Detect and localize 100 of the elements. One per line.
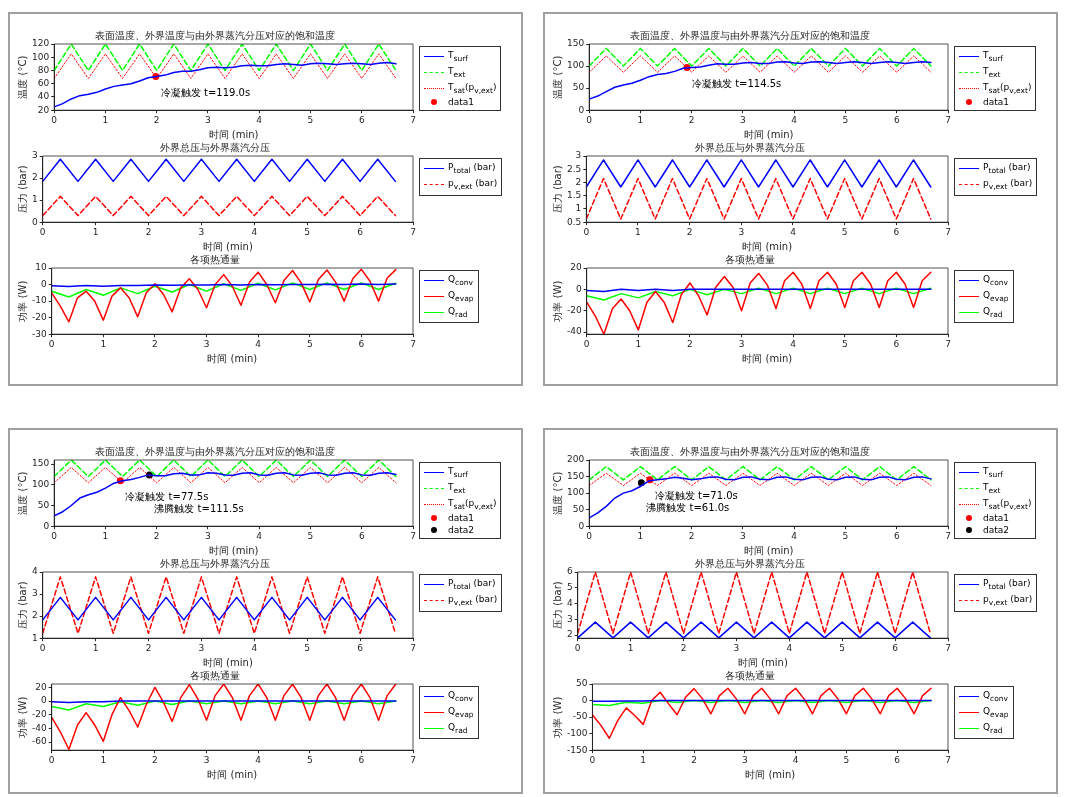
annotation: 沸腾触发 t=111.5s: [154, 503, 244, 515]
x-tick-label: 3: [203, 338, 210, 349]
chart-title: 表面温度、外界温度与由外界蒸汽分压对应的饱和温度: [629, 445, 870, 457]
x-tick-label: 6: [358, 530, 365, 541]
x-tick-label: 6: [357, 642, 364, 653]
y-tick-label: 2: [31, 172, 38, 183]
legend-label: Q$_{rad}$: [448, 720, 468, 737]
legend-label: T$_{sat}$(p$_{v,ext}$): [448, 80, 497, 97]
y-tick-label: 150: [566, 470, 585, 481]
x-tick-label: 3: [198, 226, 205, 237]
y-axis-title: 温度 (°C): [551, 471, 563, 515]
x-tick-label: 1: [100, 754, 107, 765]
x-tick-label: 7: [945, 114, 951, 125]
x-tick-label: 2: [145, 226, 152, 237]
y-axis-title: 温度 (°C): [551, 55, 563, 99]
y-tick-label: 3: [575, 150, 582, 161]
x-tick-label: 2: [688, 530, 695, 541]
chart-title: 各项热通量: [189, 669, 240, 681]
legend-label: data1: [983, 512, 1009, 525]
x-tick-label: 6: [892, 642, 899, 653]
y-tick-label: 1: [31, 632, 38, 643]
x-tick-label: 3: [733, 642, 740, 653]
legend-label: T$_{surf}$: [983, 465, 1003, 481]
x-tick-label: 3: [741, 754, 748, 765]
y-tick-label: 100: [566, 60, 585, 71]
legend-label: data1: [448, 512, 474, 525]
legend-label: p$_{v,ext}$ (bar): [983, 592, 1033, 609]
legend-label: Q$_{rad}$: [983, 304, 1003, 321]
y-tick-label: 150: [31, 458, 50, 469]
x-tick-label: 5: [842, 530, 849, 541]
y-tick-label: 100: [31, 51, 50, 62]
y-tick-label: 3: [31, 588, 38, 599]
x-tick-label: 3: [738, 338, 745, 349]
x-tick-label: 7: [945, 642, 951, 653]
x-tick-label: 1: [92, 642, 99, 653]
y-tick-label: 60: [37, 78, 50, 89]
y-tick-label: -50: [572, 711, 588, 722]
y-tick-label: -20: [32, 709, 47, 720]
legend-label: p$_{v,ext}$ (bar): [448, 592, 498, 609]
x-tick-label: 0: [51, 114, 58, 125]
chart-title: 表面温度、外界温度与由外界蒸汽分压对应的饱和温度: [94, 445, 335, 457]
chart-title: 外界总压与外界蒸汽分压: [159, 141, 270, 153]
x-tick-label: 6: [894, 754, 901, 765]
x-tick-label: 4: [256, 114, 263, 125]
x-tick-label: 2: [680, 642, 687, 653]
x-tick-label: 5: [839, 642, 846, 653]
y-tick-label: 1.5: [566, 190, 582, 201]
y-axis-title: 温度 (°C): [16, 471, 28, 515]
y-tick-label: 1: [575, 203, 582, 214]
x-tick-label: 6: [893, 114, 900, 125]
legend-label: Q$_{rad}$: [448, 304, 468, 321]
chart-title: 各项热通量: [724, 253, 775, 265]
annotation: 冷凝触发 t=119.0s: [160, 87, 251, 99]
x-tick-label: 2: [145, 642, 152, 653]
y-tick-label: 2.5: [566, 163, 582, 174]
chart-title: 表面温度、外界温度与由外界蒸汽分压对应的饱和温度: [629, 29, 870, 41]
chart-title: 各项热通量: [724, 669, 775, 681]
x-tick-label: 1: [100, 338, 107, 349]
x-tick-label: 4: [786, 642, 793, 653]
x-tick-label: 6: [358, 338, 365, 349]
y-axis-title: 功率 (W): [551, 696, 563, 738]
y-tick-label: 40: [37, 91, 50, 102]
y-tick-label: 0: [43, 520, 50, 531]
x-tick-label: 3: [205, 114, 211, 125]
y-tick-label: 2: [31, 610, 38, 621]
legend-label: T$_{sat}$(p$_{v,ext}$): [983, 80, 1032, 97]
y-tick-label: 5: [566, 582, 573, 593]
legend-label: data1: [448, 96, 474, 109]
y-tick-label: 50: [575, 678, 588, 689]
y-axis-title: 压力 (bar): [16, 581, 28, 629]
y-tick-label: -20: [32, 311, 47, 322]
x-tick-label: 4: [790, 226, 797, 237]
y-tick-label: -20: [567, 305, 582, 316]
x-tick-label: 5: [841, 226, 848, 237]
x-tick-label: 2: [686, 226, 693, 237]
x-tick-label: 5: [307, 530, 314, 541]
x-tick-label: 6: [358, 754, 365, 765]
x-tick-label: 4: [792, 754, 799, 765]
y-tick-label: 20: [37, 104, 50, 115]
x-tick-label: 7: [410, 338, 416, 349]
x-tick-label: 6: [358, 114, 365, 125]
y-axis-title: 压力 (bar): [16, 165, 28, 213]
x-tick-label: 5: [304, 226, 311, 237]
y-tick-label: 0: [40, 278, 47, 289]
x-tick-label: 4: [790, 338, 797, 349]
y-tick-label: 6: [566, 566, 573, 577]
x-tick-label: 2: [691, 754, 697, 765]
legend-label: Q$_{conv}$: [983, 689, 1008, 705]
legend-label: T$_{surf}$: [448, 49, 468, 65]
legend-label: T$_{surf}$: [983, 49, 1003, 65]
x-tick-label: 7: [410, 530, 416, 541]
legend-label: P$_{total}$ (bar): [448, 577, 496, 593]
y-tick-label: 0: [40, 695, 47, 706]
y-tick-label: 50: [37, 499, 50, 510]
legend-label: p$_{v,ext}$ (bar): [983, 176, 1033, 193]
x-tick-label: 3: [738, 226, 745, 237]
legend-label: Q$_{conv}$: [448, 689, 473, 705]
legend-label: P$_{total}$ (bar): [983, 161, 1031, 177]
y-tick-label: 3: [31, 150, 38, 161]
x-tick-label: 4: [251, 226, 258, 237]
